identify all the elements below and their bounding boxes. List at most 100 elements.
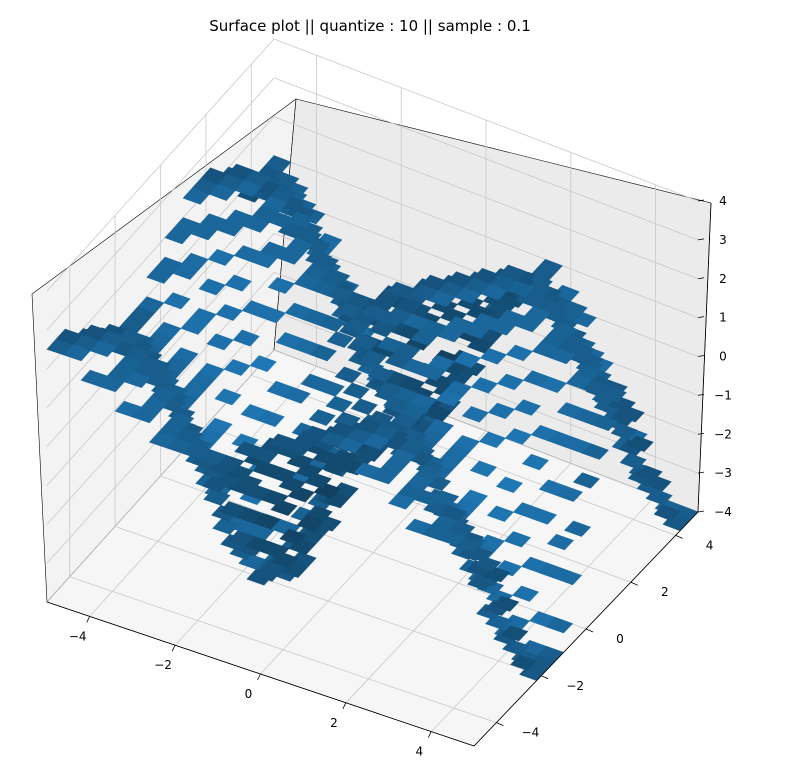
z-tick-mark xyxy=(697,238,705,241)
z-tick-label: 0 xyxy=(719,350,727,364)
surface-facet xyxy=(479,348,507,365)
surface-facet xyxy=(456,536,484,552)
x-tick-label: 2 xyxy=(330,716,338,730)
surface-facet xyxy=(89,340,117,357)
z-tick-mark xyxy=(697,316,705,319)
surface-facet xyxy=(435,390,463,407)
grid-floor-y xyxy=(114,526,542,677)
z-tick-mark xyxy=(697,277,705,280)
surface-facet xyxy=(172,262,200,280)
surface-facet xyxy=(309,344,337,362)
y-tick-label: −2 xyxy=(566,679,584,693)
surface-facet xyxy=(506,280,534,298)
x-tick-mark xyxy=(86,616,91,623)
x-tick-label: −2 xyxy=(154,658,172,672)
surface-facet xyxy=(368,320,396,338)
surface-facet xyxy=(635,464,663,482)
surface-facet xyxy=(546,533,574,551)
surface-facet xyxy=(336,437,364,454)
surface-facet xyxy=(653,504,681,521)
surface-facet xyxy=(276,247,304,265)
surface-facet xyxy=(343,317,371,335)
z-tick-label: −4 xyxy=(714,505,732,519)
surface-facet xyxy=(469,460,497,477)
surface-facet xyxy=(496,373,524,391)
surface-facet xyxy=(214,388,242,406)
z-tick-mark xyxy=(697,393,705,396)
surface-facet xyxy=(362,433,391,450)
z-tick-label: −2 xyxy=(714,427,732,441)
surface-facet xyxy=(232,329,260,347)
x-tick-mark xyxy=(171,645,176,652)
grid-left-z xyxy=(46,349,275,603)
grid-left-z xyxy=(46,38,275,292)
z-tick-label: 1 xyxy=(719,311,727,325)
surface-facet xyxy=(501,625,529,642)
surface-facet xyxy=(318,315,346,332)
x-tick-mark xyxy=(342,702,347,709)
z-tick-mark xyxy=(697,355,705,357)
surface-facet xyxy=(505,344,533,362)
surface-facet xyxy=(414,489,442,506)
surface-facet xyxy=(599,385,627,403)
grid-right-z xyxy=(273,38,699,202)
z-tick-label: 4 xyxy=(719,194,727,208)
surface-facet xyxy=(581,443,609,460)
surface-facet xyxy=(418,364,446,381)
surface-facet xyxy=(462,322,490,339)
surface-facet xyxy=(492,595,520,612)
surface-facet xyxy=(308,409,336,426)
surface-facet xyxy=(296,515,324,532)
surface-facet xyxy=(250,251,278,269)
surface-facet xyxy=(529,508,557,525)
surface-facet xyxy=(97,375,125,393)
surface-facet xyxy=(521,453,549,471)
y-tick-mark xyxy=(541,675,549,680)
surface-facet xyxy=(563,520,592,537)
surface-facet xyxy=(123,371,152,388)
surface-facet xyxy=(334,366,362,384)
x-tick-mark xyxy=(427,731,432,738)
surface-facet xyxy=(572,472,600,489)
surface-facet xyxy=(370,468,399,485)
axis-ticks: −4 −2 0 2 4 −4 −2 0 2 4 −4 −3 −2 −1 0 1 2 3 4 xyxy=(69,194,732,759)
x-tick-label: −4 xyxy=(69,629,87,643)
surface-facet xyxy=(510,654,538,671)
x-tick-mark xyxy=(257,673,261,681)
x-tick-label: 0 xyxy=(245,687,253,701)
surface-facet xyxy=(503,531,531,548)
z-tick-label: −3 xyxy=(714,466,732,480)
surface-facet xyxy=(283,387,311,404)
z-axis-line xyxy=(697,202,712,513)
chart-title: Surface plot || quantize : 10 || sample … xyxy=(209,17,530,35)
surface-facet xyxy=(325,395,353,413)
z-tick-label: 2 xyxy=(719,272,727,286)
grid-floor-y xyxy=(69,576,497,723)
surface-facet xyxy=(257,410,285,427)
surface-facet xyxy=(555,485,583,502)
surface-facet xyxy=(454,287,482,304)
surface-facet xyxy=(253,513,281,530)
y-tick-mark xyxy=(496,722,504,726)
grid-left-z xyxy=(46,116,275,370)
surface-facet xyxy=(495,476,523,493)
x-tick-label: 4 xyxy=(415,745,423,759)
surface-facet xyxy=(224,274,252,292)
surface-facet xyxy=(131,406,160,424)
grid-left-z xyxy=(46,194,275,447)
surface-facet xyxy=(212,518,240,535)
surface-facet xyxy=(326,331,354,348)
surface-facet xyxy=(163,292,191,310)
surface-facet xyxy=(268,212,296,229)
surface-facet xyxy=(619,452,647,470)
surface-mesh xyxy=(46,155,699,681)
surface-facet xyxy=(234,180,262,198)
surface-facet xyxy=(514,315,542,333)
surface-facet xyxy=(285,439,313,456)
surface-facet xyxy=(359,349,387,367)
surface-facet xyxy=(511,585,540,602)
y-tick-label: 4 xyxy=(706,538,714,552)
y-tick-mark xyxy=(675,535,683,539)
z-tick-mark xyxy=(697,432,705,435)
